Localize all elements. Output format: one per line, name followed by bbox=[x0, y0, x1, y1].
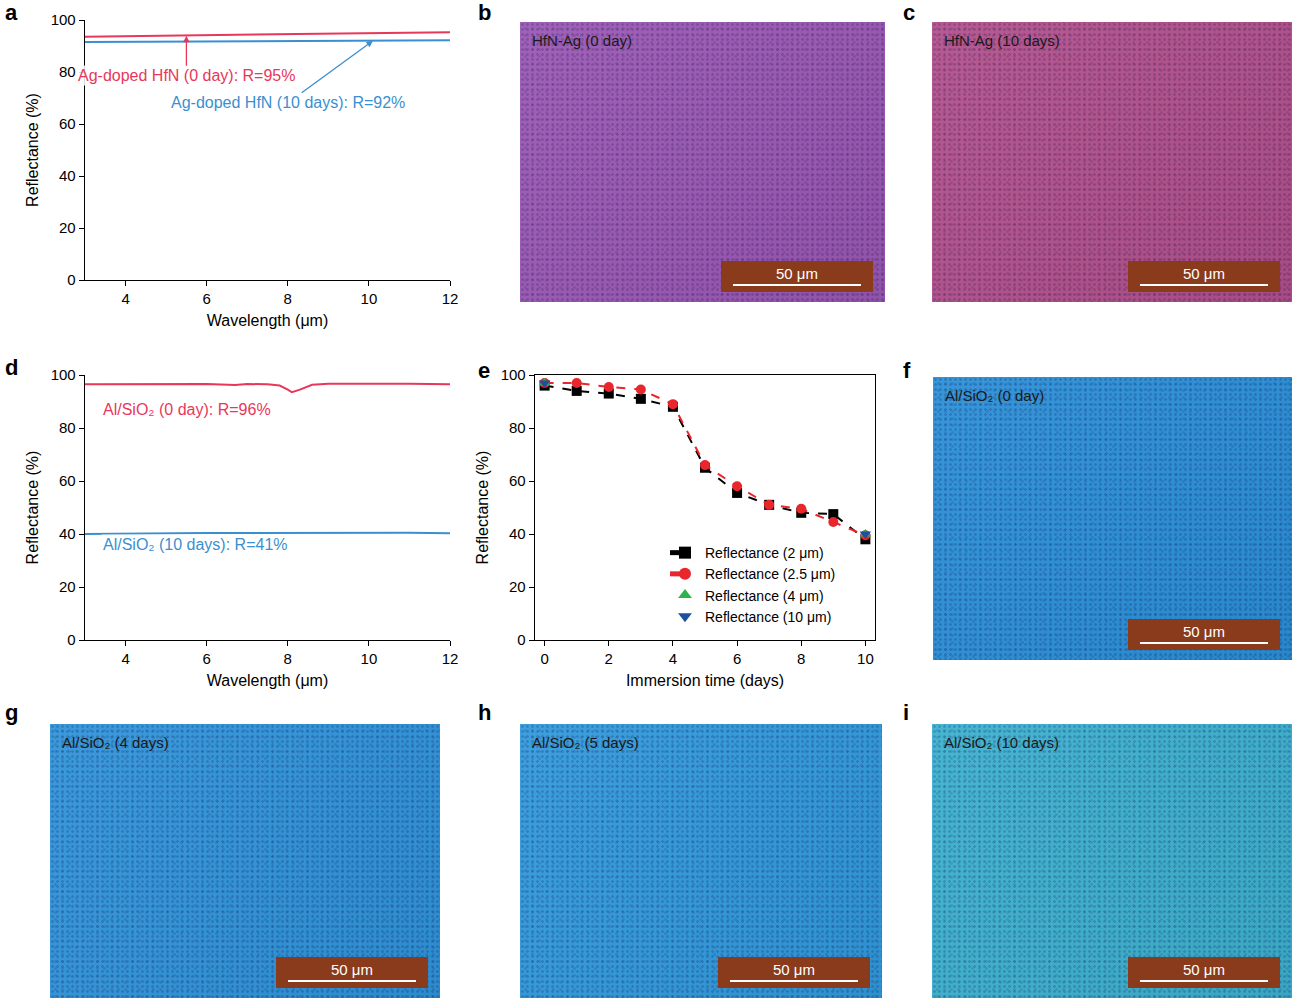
svg-text:10: 10 bbox=[857, 650, 874, 667]
html-text:i: i bbox=[903, 700, 910, 725]
html-text:50 μm: 50 μm bbox=[773, 961, 815, 978]
svg-text:12: 12 bbox=[442, 290, 459, 307]
svg-text:40: 40 bbox=[59, 167, 76, 184]
svg-text:2: 2 bbox=[605, 650, 613, 667]
svg-text:Reflectance (%): Reflectance (%) bbox=[474, 451, 491, 565]
html-text:b: b bbox=[478, 0, 492, 25]
svg-text:6: 6 bbox=[202, 290, 210, 307]
svg-text:4: 4 bbox=[121, 290, 129, 307]
svg-text:60: 60 bbox=[59, 115, 76, 132]
html-text:h: h bbox=[478, 700, 492, 725]
html-text:50 μm: 50 μm bbox=[1183, 961, 1225, 978]
svg-text:100: 100 bbox=[501, 366, 526, 383]
svg-text:Al/SiO₂ (10 days): R=41%: Al/SiO₂ (10 days): R=41% bbox=[103, 536, 288, 553]
html-text:Al/SiO₂ (0 day): Al/SiO₂ (0 day) bbox=[945, 387, 1045, 404]
svg-text:80: 80 bbox=[509, 419, 526, 436]
svg-text:Reflectance (%): Reflectance (%) bbox=[24, 93, 41, 207]
html-text:50 μm: 50 μm bbox=[1183, 265, 1225, 282]
html-text:Al/SiO₂ (10 days): Al/SiO₂ (10 days) bbox=[944, 734, 1059, 751]
svg-text:60: 60 bbox=[59, 472, 76, 489]
svg-text:Reflectance (10 μm): Reflectance (10 μm) bbox=[705, 609, 831, 625]
svg-text:6: 6 bbox=[202, 650, 210, 667]
svg-text:8: 8 bbox=[284, 650, 292, 667]
html-text:c: c bbox=[903, 0, 916, 25]
svg-text:40: 40 bbox=[59, 525, 76, 542]
svg-text:4: 4 bbox=[669, 650, 677, 667]
html-text:50 μm: 50 μm bbox=[1183, 623, 1225, 640]
svg-text:6: 6 bbox=[733, 650, 741, 667]
svg-text:20: 20 bbox=[59, 578, 76, 595]
svg-text:80: 80 bbox=[59, 419, 76, 436]
svg-text:Immersion time (days): Immersion time (days) bbox=[626, 672, 784, 689]
svg-text:0: 0 bbox=[67, 271, 75, 288]
svg-text:20: 20 bbox=[509, 578, 526, 595]
svg-text:Reflectance (2.5 μm): Reflectance (2.5 μm) bbox=[705, 566, 835, 582]
html-text:Al/SiO₂ (4 days): Al/SiO₂ (4 days) bbox=[62, 734, 169, 751]
svg-text:0: 0 bbox=[540, 650, 548, 667]
html-text:Al/SiO₂ (5 days): Al/SiO₂ (5 days) bbox=[532, 734, 639, 751]
svg-text:40: 40 bbox=[509, 525, 526, 542]
html-text:HfN-Ag (10 days): HfN-Ag (10 days) bbox=[944, 32, 1060, 49]
svg-text:Reflectance (%): Reflectance (%) bbox=[24, 451, 41, 565]
svg-text:Reflectance (4 μm): Reflectance (4 μm) bbox=[705, 588, 824, 604]
svg-text:12: 12 bbox=[442, 650, 459, 667]
svg-text:20: 20 bbox=[59, 219, 76, 236]
svg-text:0: 0 bbox=[67, 631, 75, 648]
html-text:e: e bbox=[478, 358, 491, 383]
svg-text:10: 10 bbox=[361, 290, 378, 307]
svg-text:Ag-doped HfN (10 days): R=92%: Ag-doped HfN (10 days): R=92% bbox=[171, 94, 405, 111]
svg-text:8: 8 bbox=[284, 290, 292, 307]
svg-text:Ag-doped HfN (0 day): R=95%: Ag-doped HfN (0 day): R=95% bbox=[78, 67, 295, 84]
svg-text:Al/SiO₂ (0 day): R=96%: Al/SiO₂ (0 day): R=96% bbox=[103, 401, 271, 418]
svg-text:Wavelength (μm): Wavelength (μm) bbox=[207, 312, 329, 329]
html-text:f: f bbox=[903, 358, 911, 383]
svg-text:100: 100 bbox=[51, 366, 76, 383]
svg-text:80: 80 bbox=[59, 63, 76, 80]
svg-text:8: 8 bbox=[797, 650, 805, 667]
html-text:50 μm: 50 μm bbox=[331, 961, 373, 978]
html-text:d: d bbox=[5, 355, 19, 380]
svg-text:Reflectance (2 μm): Reflectance (2 μm) bbox=[705, 545, 824, 561]
svg-text:10: 10 bbox=[361, 650, 378, 667]
svg-text:0: 0 bbox=[517, 631, 525, 648]
svg-text:4: 4 bbox=[121, 650, 129, 667]
svg-text:100: 100 bbox=[51, 11, 76, 28]
svg-text:60: 60 bbox=[509, 472, 526, 489]
html-text:50 μm: 50 μm bbox=[776, 265, 818, 282]
html-text:a: a bbox=[5, 0, 18, 25]
html-text:HfN-Ag (0 day): HfN-Ag (0 day) bbox=[532, 32, 632, 49]
svg-text:Wavelength (μm): Wavelength (μm) bbox=[207, 672, 329, 689]
html-text:g: g bbox=[5, 700, 19, 725]
